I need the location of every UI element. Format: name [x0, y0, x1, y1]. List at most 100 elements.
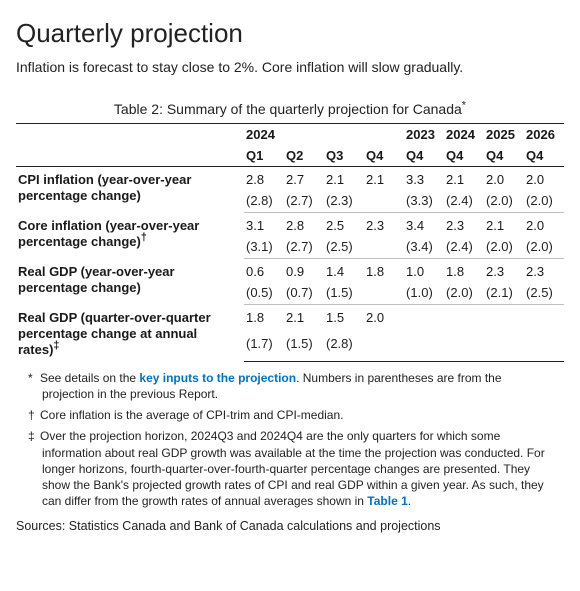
cell-paren: (2.0): [524, 190, 564, 213]
cell-value: 2.1: [484, 213, 524, 237]
cell-paren: [404, 333, 444, 361]
table-body: CPI inflation (year-over-year percentage…: [16, 167, 564, 362]
footnote-marker: ‡: [28, 428, 40, 444]
table-caption: Table 2: Summary of the quarterly projec…: [16, 101, 564, 117]
quarter-header: Q4: [444, 145, 484, 167]
cell-paren: (2.1): [484, 282, 524, 305]
row-label: CPI inflation (year-over-year percentage…: [16, 167, 244, 213]
cell-value: 2.5: [324, 213, 364, 237]
cell-paren: [364, 333, 404, 361]
cell-value: 2.7: [284, 167, 324, 191]
quarter-header: Q4: [364, 145, 404, 167]
cell-value: 1.8: [364, 259, 404, 283]
footnote-ddagger: ‡Over the projection horizon, 2024Q3 and…: [42, 428, 556, 509]
cell-paren: [364, 236, 404, 259]
cell-paren: [524, 333, 564, 361]
cell-paren: (2.5): [324, 236, 364, 259]
cell-value: 2.0: [524, 167, 564, 191]
cell-value: 1.4: [324, 259, 364, 283]
year-header: 2024: [444, 124, 484, 146]
cell-value: 2.0: [484, 167, 524, 191]
cell-value: 3.1: [244, 213, 284, 237]
row-label: Core inflation (year-over-year percentag…: [16, 213, 244, 259]
row-label-marker: †: [141, 231, 147, 243]
cell-paren: (2.0): [444, 282, 484, 305]
cell-paren: (2.8): [244, 190, 284, 213]
page: Quarterly projection Inflation is foreca…: [0, 0, 580, 566]
year-header: 2025: [484, 124, 524, 146]
quarter-header: Q4: [404, 145, 444, 167]
footnote-text: Over the projection horizon, 2024Q3 and …: [40, 429, 545, 508]
cell-value: 2.0: [524, 213, 564, 237]
cell-paren: (2.7): [284, 190, 324, 213]
cell-value: [524, 305, 564, 334]
cell-value: [484, 305, 524, 334]
cell-value: 2.1: [444, 167, 484, 191]
page-title: Quarterly projection: [16, 18, 564, 49]
footnote-link-table1[interactable]: Table 1: [367, 494, 407, 508]
footnote-marker: *: [28, 370, 40, 386]
cell-paren: (2.0): [484, 190, 524, 213]
cell-value: 2.8: [244, 167, 284, 191]
cell-value: 1.0: [404, 259, 444, 283]
cell-value: [404, 305, 444, 334]
cell-value: 1.8: [444, 259, 484, 283]
cell-value: 2.1: [364, 167, 404, 191]
cell-paren: (2.4): [444, 236, 484, 259]
table-caption-marker: *: [462, 99, 466, 111]
cell-paren: (1.5): [324, 282, 364, 305]
cell-paren: (3.1): [244, 236, 284, 259]
cell-paren: (0.5): [244, 282, 284, 305]
cell-value: 3.4: [404, 213, 444, 237]
year-header: 2026: [524, 124, 564, 146]
cell-paren: (1.7): [244, 333, 284, 361]
cell-paren: [364, 190, 404, 213]
cell-value: 0.9: [284, 259, 324, 283]
cell-paren: (3.3): [404, 190, 444, 213]
cell-paren: (0.7): [284, 282, 324, 305]
cell-value: 1.5: [324, 305, 364, 334]
cell-value: 2.8: [284, 213, 324, 237]
footnote-text: Core inflation is the average of CPI-tri…: [40, 408, 343, 422]
cell-paren: (2.3): [324, 190, 364, 213]
footnotes: *See details on the key inputs to the pr…: [42, 370, 556, 510]
cell-value: 2.3: [484, 259, 524, 283]
table-row: Real GDP (quarter-over-quarter percentag…: [16, 305, 564, 334]
cell-value: 0.6: [244, 259, 284, 283]
quarter-header: Q4: [524, 145, 564, 167]
table-row: CPI inflation (year-over-year percentage…: [16, 167, 564, 191]
cell-value: 2.3: [364, 213, 404, 237]
footnote-star: *See details on the key inputs to the pr…: [42, 370, 556, 402]
row-label-marker: ‡: [53, 340, 59, 352]
row-label: Real GDP (year-over-year percentage chan…: [16, 259, 244, 305]
cell-paren: (2.8): [324, 333, 364, 361]
quarter-header: Q2: [284, 145, 324, 167]
cell-paren: (2.7): [284, 236, 324, 259]
table-year-row: 2024 2023 2024 2025 2026: [16, 124, 564, 146]
cell-value: 2.3: [444, 213, 484, 237]
cell-paren: (3.4): [404, 236, 444, 259]
cell-value: 2.1: [324, 167, 364, 191]
cell-value: 2.0: [364, 305, 404, 334]
cell-paren: (2.0): [524, 236, 564, 259]
row-label: Real GDP (quarter-over-quarter percentag…: [16, 305, 244, 362]
cell-value: 2.1: [284, 305, 324, 334]
cell-paren: [444, 333, 484, 361]
footnote-marker: †: [28, 407, 40, 423]
footnote-link-key-inputs[interactable]: key inputs to the projection: [139, 371, 296, 385]
cell-value: 1.8: [244, 305, 284, 334]
table-row: Real GDP (year-over-year percentage chan…: [16, 259, 564, 283]
cell-paren: [484, 333, 524, 361]
sources-line: Sources: Statistics Canada and Bank of C…: [16, 519, 564, 533]
cell-paren: (2.5): [524, 282, 564, 305]
quarter-header: Q3: [324, 145, 364, 167]
cell-paren: (2.0): [484, 236, 524, 259]
table-caption-text: Table 2: Summary of the quarterly projec…: [114, 101, 462, 117]
footnote-dagger: †Core inflation is the average of CPI-tr…: [42, 407, 556, 423]
cell-paren: (2.4): [444, 190, 484, 213]
footnote-text: See details on the: [40, 371, 139, 385]
page-subtitle: Inflation is forecast to stay close to 2…: [16, 59, 564, 75]
table-quarter-row: Q1 Q2 Q3 Q4 Q4 Q4 Q4 Q4: [16, 145, 564, 167]
projection-table: 2024 2023 2024 2025 2026 Q1 Q2 Q3 Q4 Q4 …: [16, 123, 564, 362]
quarter-header: Q4: [484, 145, 524, 167]
